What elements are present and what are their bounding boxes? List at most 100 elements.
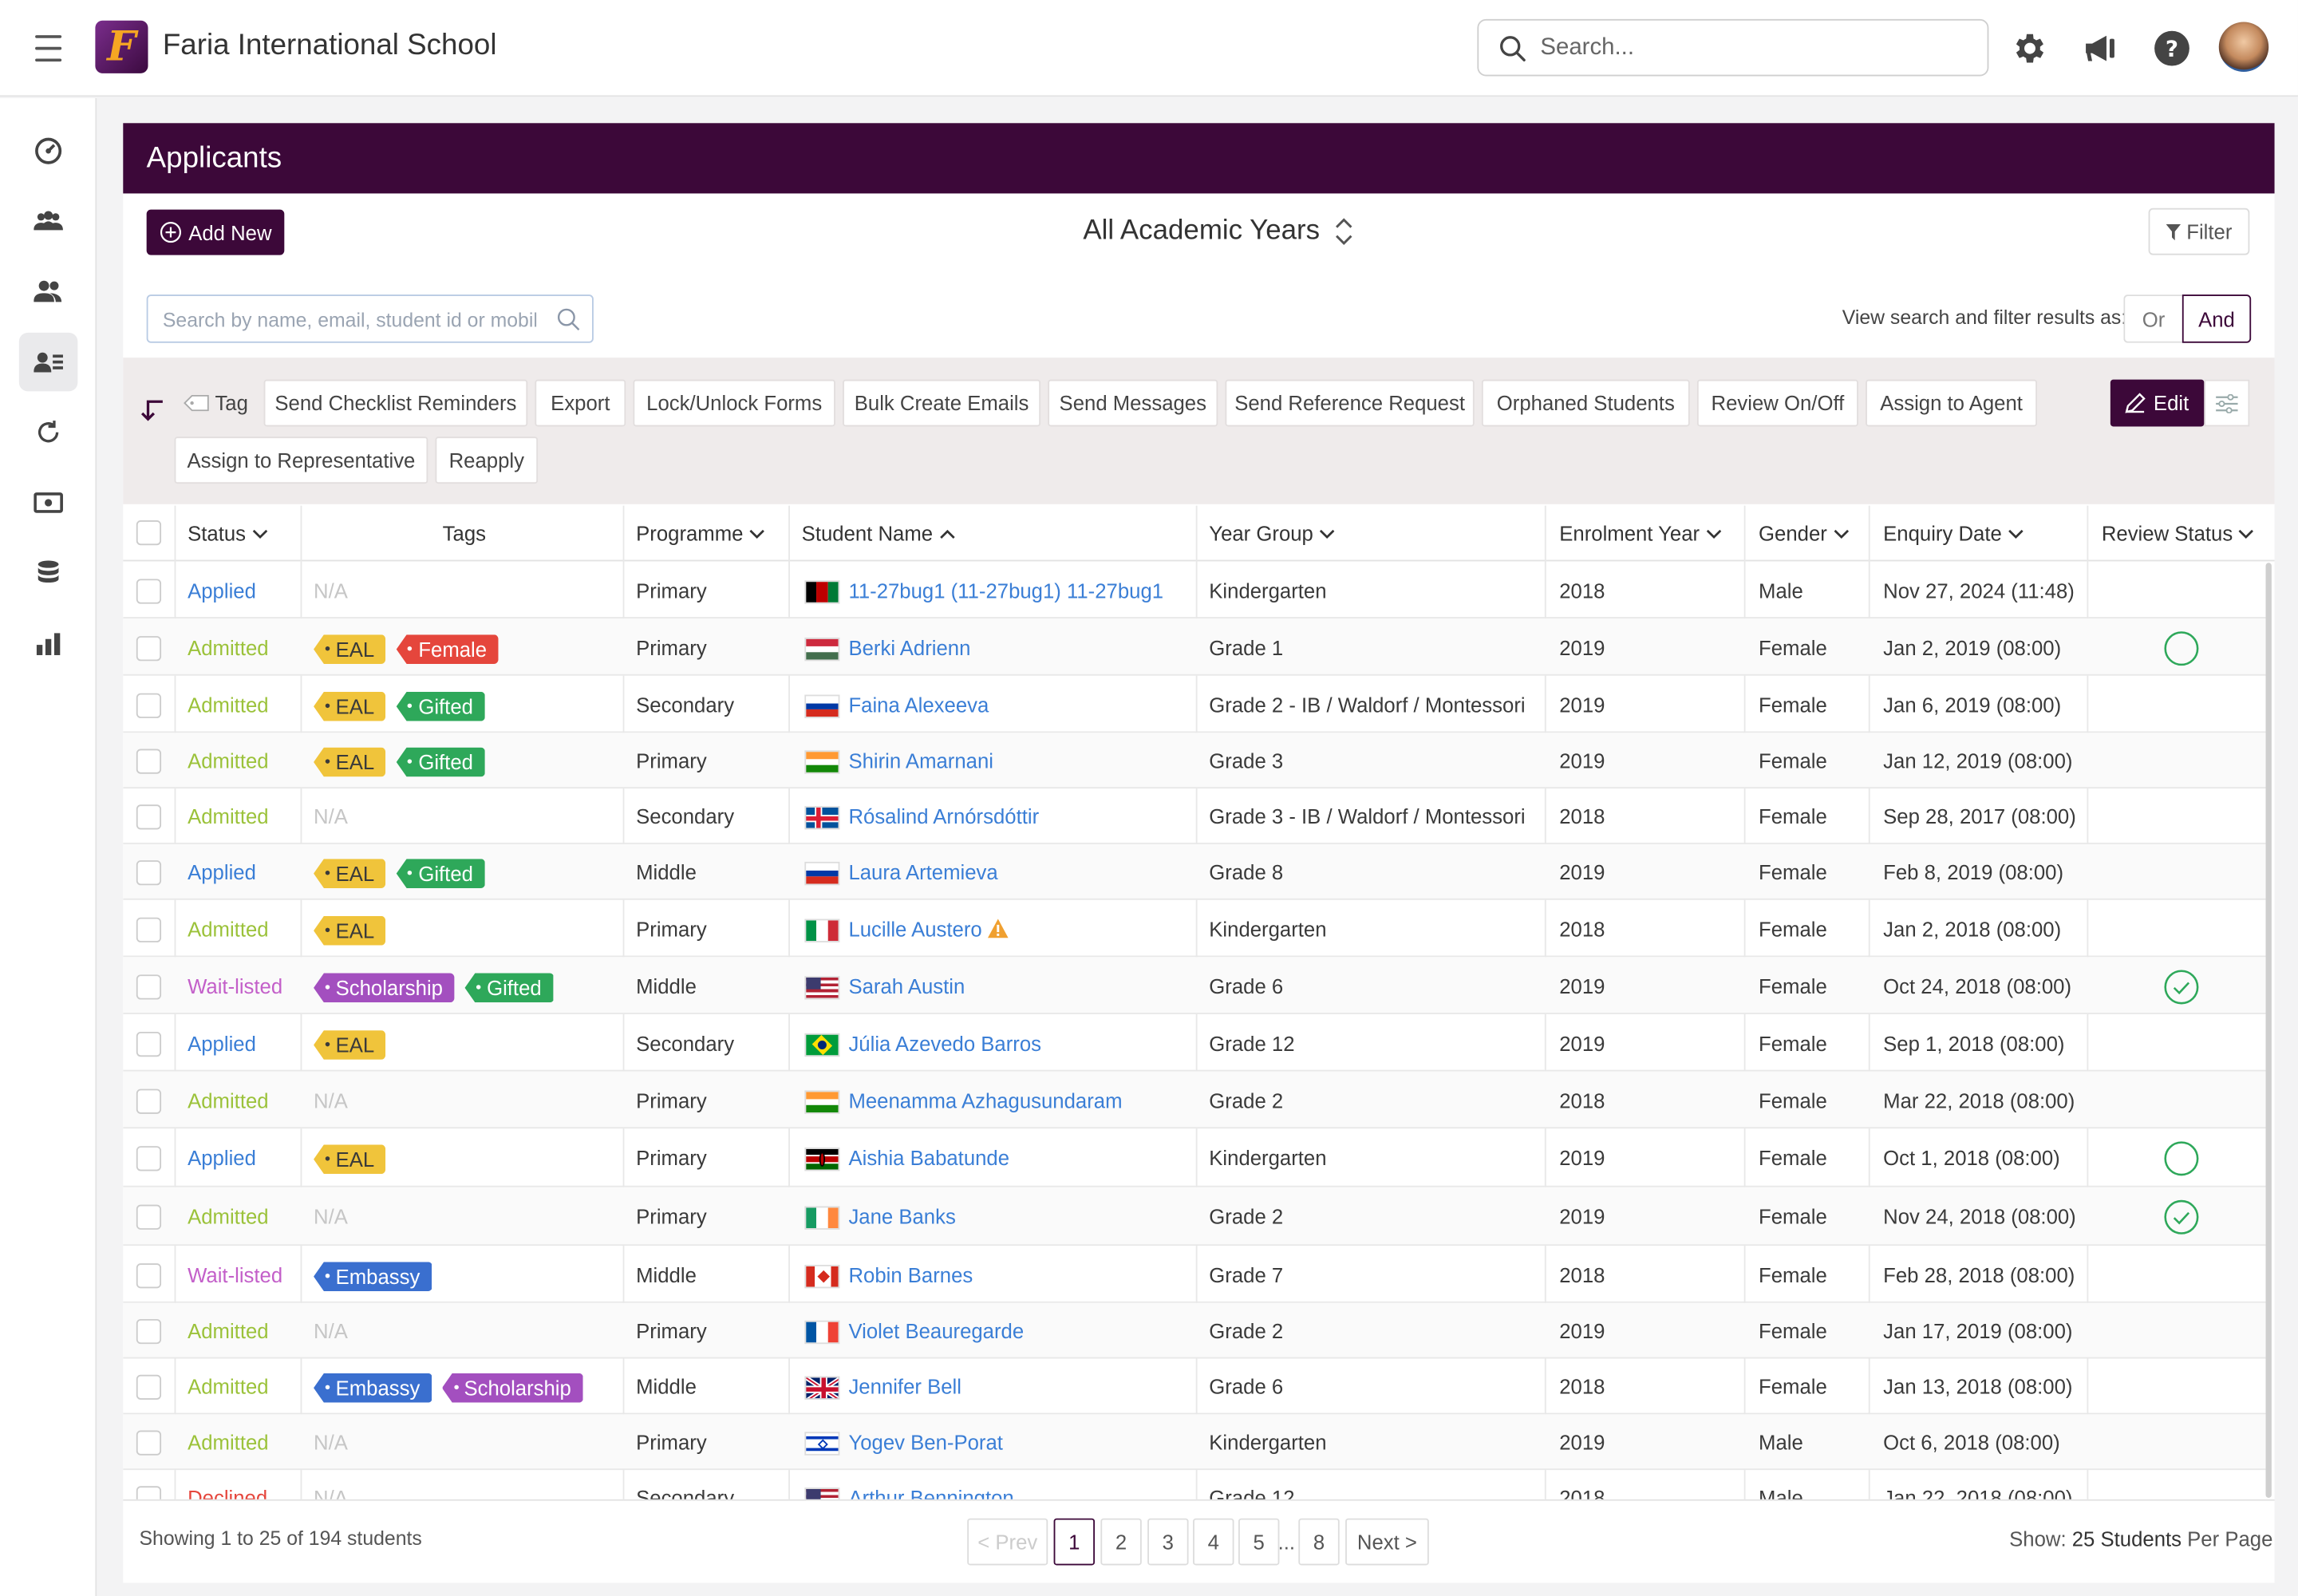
student-name[interactable]: Berki Adrienn	[848, 636, 971, 660]
table-row[interactable]: Admitted EAL Gifted Primary Shirin Amarnani G…	[123, 733, 2266, 789]
student-name-link[interactable]: Júlia Azevedo Barros	[848, 1032, 1041, 1055]
row-checkbox[interactable]	[136, 974, 162, 1000]
tag-badge[interactable]: EAL	[314, 691, 386, 721]
student-name[interactable]: Violet Beauregarde	[848, 1318, 1025, 1343]
status-cell[interactable]: Wait-listed	[188, 974, 283, 998]
per-page-value[interactable]: 25 Students	[2071, 1527, 2182, 1551]
help-icon[interactable]: ?	[2153, 30, 2191, 68]
table-row[interactable]: Declined N/A Secondary Arthur Bennington Gra…	[123, 1470, 2265, 1499]
student-name-link[interactable]: Lucille Austero	[848, 917, 1009, 942]
review-on-off-button[interactable]: Review On/Off	[1696, 379, 1858, 427]
student-name[interactable]: Rósalind Arnórsdóttir	[848, 804, 1040, 828]
column-year-group[interactable]: Year Group	[1209, 522, 1335, 545]
row-checkbox[interactable]	[136, 1318, 162, 1345]
assign-to-representative-button[interactable]: Assign to Representative	[174, 437, 428, 484]
table-scrollbar[interactable]	[2265, 563, 2272, 1499]
global-search[interactable]	[1477, 18, 1989, 77]
status-cell[interactable]: Applied	[188, 1146, 256, 1170]
tag-badge[interactable]: Gifted	[396, 691, 485, 721]
status-cell[interactable]: Declined	[188, 1486, 268, 1499]
send-reference-request-button[interactable]: Send Reference Request	[1225, 379, 1475, 427]
student-name-link[interactable]: Arthur Bennington	[848, 1486, 1013, 1499]
status-cell[interactable]: Wait-listed	[188, 1263, 283, 1287]
lock-unlock-forms-button[interactable]: Lock/Unlock Forms	[633, 379, 835, 427]
status-cell[interactable]: Applied	[188, 1031, 256, 1056]
announcement-icon[interactable]	[2081, 30, 2119, 68]
tag-badge[interactable]: Gifted	[396, 747, 485, 777]
row-checkbox[interactable]	[136, 1374, 162, 1400]
table-row[interactable]: Admitted EAL Gifted Secondary Faina Alexeeva…	[123, 676, 2266, 733]
tag-badge[interactable]: Gifted	[464, 973, 554, 1003]
select-all-checkbox[interactable]	[136, 519, 162, 546]
student-name[interactable]: Yogev Ben-Porat	[848, 1430, 1003, 1454]
status-cell[interactable]: Admitted	[188, 1318, 269, 1343]
row-checkbox[interactable]	[136, 804, 162, 830]
or-option[interactable]: Or	[2123, 294, 2182, 343]
sidebar-item-applicants[interactable]	[18, 332, 78, 392]
table-row[interactable]: Admitted EAL Primary Lucille Austero Kinderg…	[123, 900, 2266, 958]
student-name[interactable]: 11-27bug1 (11-27bug1) 11-27bug1	[848, 579, 1164, 602]
bulk-create-emails-button[interactable]: Bulk Create Emails	[843, 379, 1041, 427]
review-pending-icon[interactable]	[2163, 1140, 2200, 1177]
student-name[interactable]: Jane Banks	[848, 1204, 956, 1229]
row-checkbox[interactable]	[136, 693, 162, 718]
tag-badge[interactable]: Scholarship	[441, 1373, 583, 1403]
student-name[interactable]: Lucille Austero	[848, 917, 982, 942]
tag-badge[interactable]: EAL	[314, 859, 386, 888]
status-cell[interactable]: Admitted	[188, 1204, 269, 1229]
table-row[interactable]: Admitted N/A Primary Yogev Ben-Porat Kinderg…	[123, 1414, 2266, 1471]
prev-page-button[interactable]: < Prev	[967, 1518, 1048, 1566]
table-row[interactable]: Wait-listed Scholarship Gifted Middle Sarah …	[123, 957, 2266, 1014]
review-complete-icon[interactable]	[2163, 969, 2200, 1005]
bulk-tag-button[interactable]: Tag	[175, 380, 257, 427]
student-name-link[interactable]: Faina Alexeeva	[848, 693, 989, 717]
student-name-link[interactable]: Jennifer Bell	[848, 1375, 961, 1398]
tag-badge[interactable]: EAL	[314, 915, 386, 946]
row-checkbox[interactable]	[136, 1430, 162, 1456]
table-row[interactable]: Admitted Embassy Scholarship Middle Jennifer…	[123, 1359, 2266, 1415]
table-row[interactable]: Admitted N/A Primary Jane Banks Grade 2 2019 F…	[123, 1187, 2266, 1246]
column-enquiry-date[interactable]: Enquiry Date	[1883, 522, 2024, 545]
student-name-link[interactable]: 11-27bug1 (11-27bug1) 11-27bug1	[848, 579, 1163, 602]
student-name-link[interactable]: Violet Beauregarde	[848, 1319, 1024, 1342]
sidebar-item-reenrolment[interactable]	[19, 403, 77, 461]
user-avatar[interactable]	[2218, 22, 2269, 72]
orphaned-students-button[interactable]: Orphaned Students	[1481, 379, 1690, 427]
per-page-selector[interactable]: Show: 25 Students Per Page	[2009, 1527, 2272, 1551]
status-cell[interactable]: Admitted	[188, 749, 269, 772]
student-name[interactable]: Sarah Austin	[848, 974, 965, 998]
academic-year-selector[interactable]: All Academic Years	[1083, 215, 1352, 247]
column-student-name[interactable]: Student Name	[802, 522, 955, 545]
settings-icon[interactable]	[2009, 30, 2047, 68]
tag-badge[interactable]: Embassy	[314, 1373, 432, 1403]
student-name[interactable]: Laura Artemieva	[848, 860, 998, 884]
table-search-input[interactable]	[162, 306, 537, 333]
tag-badge[interactable]: EAL	[314, 634, 386, 664]
page-3-button[interactable]: 3	[1147, 1518, 1189, 1566]
student-name-link[interactable]: Sarah Austin	[848, 974, 965, 998]
school-logo[interactable]: F	[95, 20, 148, 73]
row-checkbox[interactable]	[136, 1088, 162, 1114]
review-complete-icon[interactable]	[2163, 1199, 2200, 1235]
sidebar-item-dashboard[interactable]	[19, 121, 77, 180]
student-name-link[interactable]: Robin Barnes	[848, 1263, 973, 1286]
reapply-button[interactable]: Reapply	[435, 437, 539, 484]
student-name-link[interactable]: Aishia Babatunde	[848, 1146, 1009, 1169]
next-page-button[interactable]: Next >	[1345, 1518, 1429, 1566]
student-name-link[interactable]: Berki Adrienn	[848, 636, 970, 659]
student-name-link[interactable]: Shirin Amarnani	[848, 749, 993, 772]
review-pending-icon[interactable]	[2163, 630, 2200, 667]
status-cell[interactable]: Admitted	[188, 693, 269, 717]
tag-badge[interactable]: Scholarship	[314, 973, 455, 1003]
status-cell[interactable]: Admitted	[188, 1430, 269, 1454]
table-row[interactable]: Admitted EAL Female Primary Berki Adrienn Gra…	[123, 618, 2266, 676]
student-name[interactable]: Faina Alexeeva	[848, 693, 989, 717]
sidebar-item-community[interactable]	[19, 192, 77, 251]
send-checklist-reminders-button[interactable]: Send Checklist Reminders	[263, 379, 528, 427]
table-row[interactable]: Applied N/A Primary 11-27bug1 (11-27bug1) 1…	[123, 561, 2266, 619]
table-search[interactable]	[146, 294, 594, 343]
edit-button[interactable]: Edit	[2110, 379, 2205, 427]
student-name-link[interactable]: Rósalind Arnórsdóttir	[848, 804, 1039, 828]
tag-badge[interactable]: Female	[396, 634, 499, 664]
tag-badge[interactable]: Embassy	[314, 1262, 432, 1292]
